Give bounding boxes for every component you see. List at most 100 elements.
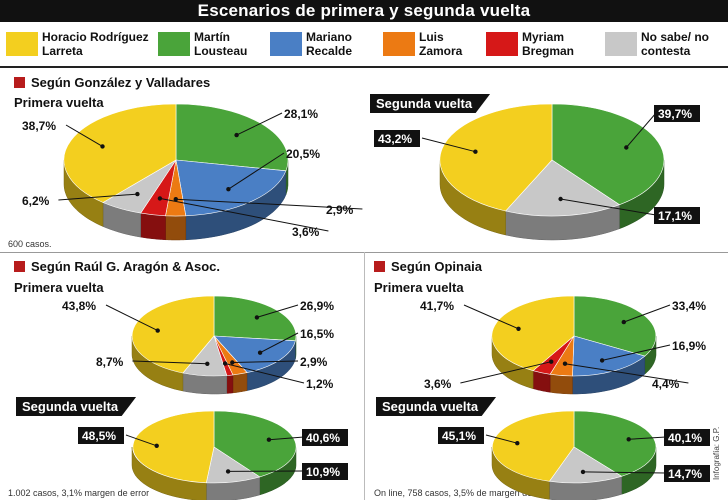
pie-slice [573, 295, 657, 357]
legend-swatch-nsnc [605, 32, 637, 56]
legend-label-nsnc: No sabe/ no contesta [641, 30, 710, 58]
leader-dot [580, 469, 586, 475]
value-label-box [664, 465, 710, 482]
pie-slice [573, 410, 657, 477]
second-round-tag: Segunda vuelta [16, 397, 137, 416]
leader-dot [515, 441, 520, 446]
legend-swatch-zamora [383, 32, 415, 56]
leader-line [159, 197, 329, 232]
leader-dot [205, 361, 210, 366]
pie-slice [213, 410, 297, 478]
leader-dot [473, 149, 478, 154]
pie-slice [175, 103, 289, 172]
leader-dot [558, 196, 563, 202]
value-label: 14,7% [668, 467, 702, 481]
pie-slice [132, 410, 215, 484]
leader-line [628, 436, 667, 440]
pie-side-wall [232, 372, 248, 394]
legend-label-lousteau: Martín Lousteau [194, 30, 248, 58]
divider-vertical [364, 252, 365, 500]
leader-dot [234, 132, 239, 138]
leader-dot [257, 350, 263, 355]
leader-dot [154, 443, 159, 448]
subtitle-first-round: Primera vuelta [14, 280, 104, 295]
leader-line [421, 137, 476, 153]
value-label: 48,5% [82, 429, 116, 443]
leader-line [463, 304, 519, 330]
value-label: 40,1% [668, 431, 702, 445]
leader-dot [254, 315, 260, 320]
leader-dot [230, 360, 235, 365]
leader-dot [157, 196, 163, 201]
leader-line [232, 360, 299, 363]
section-title-aragon: Según Raúl G. Aragón & Asoc. [14, 259, 220, 274]
value-label: 16,9% [672, 339, 706, 353]
value-label-box [664, 429, 710, 446]
leader-line [460, 361, 552, 384]
value-label: 40,6% [306, 431, 340, 445]
leader-dot [135, 191, 140, 197]
pie-slice [63, 103, 177, 203]
leader-line [625, 112, 657, 148]
value-label-box [654, 207, 700, 224]
pie-side-wall [549, 374, 573, 395]
leader-dot [155, 328, 160, 333]
leader-line [65, 124, 103, 147]
legend-swatch-larreta [6, 32, 38, 56]
leader-line [485, 434, 518, 444]
leader-line [259, 332, 299, 354]
value-label: 3,6% [424, 377, 452, 391]
leader-dot [225, 469, 231, 474]
leader-dot [624, 145, 629, 150]
legend-label-bregman: Myriam Bregman [522, 30, 575, 58]
value-label: 8,7% [96, 355, 124, 369]
pie-slice [439, 103, 553, 212]
value-label: 33,4% [672, 299, 706, 313]
pie-slice [572, 335, 646, 377]
leader-line [268, 436, 305, 441]
value-label-box [78, 427, 124, 444]
page-title: Escenarios de primera y segunda vuelta [197, 1, 531, 20]
leader-dot [226, 187, 231, 192]
section-title-text: Según Opinaia [391, 259, 483, 274]
leader-line [256, 304, 299, 318]
second-round-tag: Segunda vuelta [370, 94, 491, 113]
value-label: 16,5% [300, 327, 334, 341]
leader-line [105, 304, 158, 332]
leader-dot [266, 437, 272, 442]
leader-line [175, 198, 363, 210]
leader-line [132, 360, 208, 365]
leader-line [582, 471, 667, 474]
section-title-text: Según Raúl G. Aragón & Asoc. [31, 259, 221, 274]
sample-note: 600 casos. [8, 239, 52, 249]
divider-top [0, 66, 728, 68]
section-marker [14, 261, 25, 272]
leader-line [58, 193, 138, 201]
pie-slice [548, 446, 623, 484]
section-marker [374, 261, 385, 272]
value-label: 20,5% [286, 147, 320, 161]
value-label: 26,9% [300, 299, 334, 313]
leader-dot [100, 144, 105, 149]
value-label: 2,9% [326, 203, 354, 217]
leader-dot [562, 361, 568, 366]
leader-dot [626, 437, 631, 442]
second-round-tag: Segunda vuelta [376, 397, 497, 416]
leader-line [228, 152, 285, 190]
value-label-box [302, 463, 348, 480]
leader-dot [516, 326, 521, 331]
value-label: 17,1% [658, 209, 692, 223]
legend: Horacio Rodríguez Larreta Martín Loustea… [0, 24, 728, 66]
sample-note: 1.002 casos, 3,1% margen de error [8, 488, 150, 498]
section-marker [14, 77, 25, 88]
value-label: 1,2% [306, 377, 334, 391]
section-title-text: Según González y Valladares [31, 75, 211, 90]
value-label-box [654, 105, 700, 122]
value-label: 45,1% [442, 429, 476, 443]
value-label-box [374, 130, 420, 147]
section-title-opinaia: Según Opinaia [374, 259, 482, 274]
value-label: 39,7% [658, 107, 692, 121]
legend-swatch-recalde [270, 32, 302, 56]
legend-swatch-bregman [486, 32, 518, 56]
leader-dot [549, 359, 554, 364]
